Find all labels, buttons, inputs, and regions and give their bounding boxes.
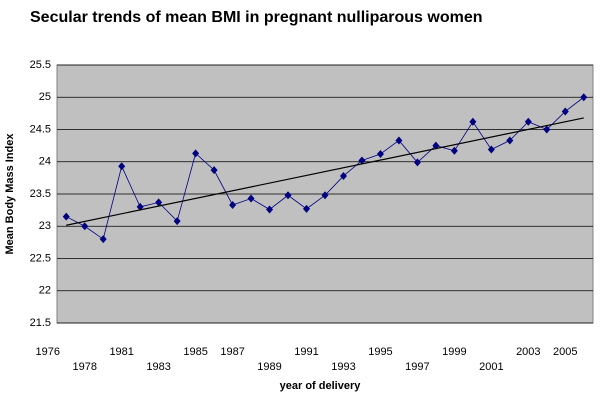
data-point [81, 222, 89, 231]
chart-title: Secular trends of mean BMI in pregnant n… [30, 9, 483, 26]
data-point [210, 166, 218, 175]
x-tick-label: 2005 [553, 346, 577, 358]
data-point [580, 93, 588, 102]
data-point [321, 191, 329, 200]
data-point [543, 125, 551, 134]
x-tick-label: 1987 [220, 346, 244, 358]
data-point [376, 150, 384, 159]
x-tick-label: 1991 [294, 346, 318, 358]
data-point [506, 136, 514, 145]
y-tick-label: 25 [39, 91, 51, 103]
data-point [303, 204, 311, 213]
data-point [561, 107, 569, 116]
x-tick-label: 1978 [72, 361, 96, 373]
x-tick-label: 1981 [109, 346, 133, 358]
data-point [469, 117, 477, 126]
y-tick-label: 23.5 [30, 188, 51, 200]
y-tick-label: 22.5 [30, 252, 51, 264]
y-tick-label: 24 [39, 156, 51, 168]
x-tick-label: 2003 [516, 346, 540, 358]
data-point [192, 149, 200, 158]
data-point [413, 158, 421, 167]
y-axis-label: Mean Body Mass Index [4, 133, 16, 255]
y-tick-label: 25.5 [30, 59, 51, 71]
x-tick-label: 1993 [331, 361, 355, 373]
data-point [487, 145, 495, 154]
data-point [524, 117, 532, 126]
x-tick-label: 2001 [479, 361, 503, 373]
data-point [284, 191, 292, 200]
data-point [99, 235, 107, 244]
data-point [450, 146, 458, 155]
y-tick-label: 24.5 [30, 123, 51, 135]
x-tick-label: 1997 [405, 361, 429, 373]
data-point [358, 156, 366, 165]
data-point [339, 171, 347, 180]
data-point [395, 136, 403, 145]
x-axis-label: year of delivery [280, 380, 362, 392]
data-point [136, 202, 144, 211]
x-tick-label: 1995 [368, 346, 392, 358]
y-tick-label: 23 [39, 220, 51, 232]
x-tick-label: 1985 [183, 346, 207, 358]
x-tick-label: 1976 [36, 346, 60, 358]
data-point [247, 194, 255, 203]
trend-line [66, 117, 584, 226]
data-point [155, 198, 163, 207]
data-point [118, 162, 126, 171]
data-point [62, 212, 70, 221]
data-point [173, 217, 181, 226]
x-tick-label: 1989 [257, 361, 281, 373]
x-tick-label: 1983 [146, 361, 170, 373]
data-point [266, 205, 274, 214]
x-tick-label: 1999 [442, 346, 466, 358]
y-tick-label: 21.5 [30, 317, 51, 329]
data-point [229, 200, 237, 209]
y-tick-label: 22 [39, 285, 51, 297]
